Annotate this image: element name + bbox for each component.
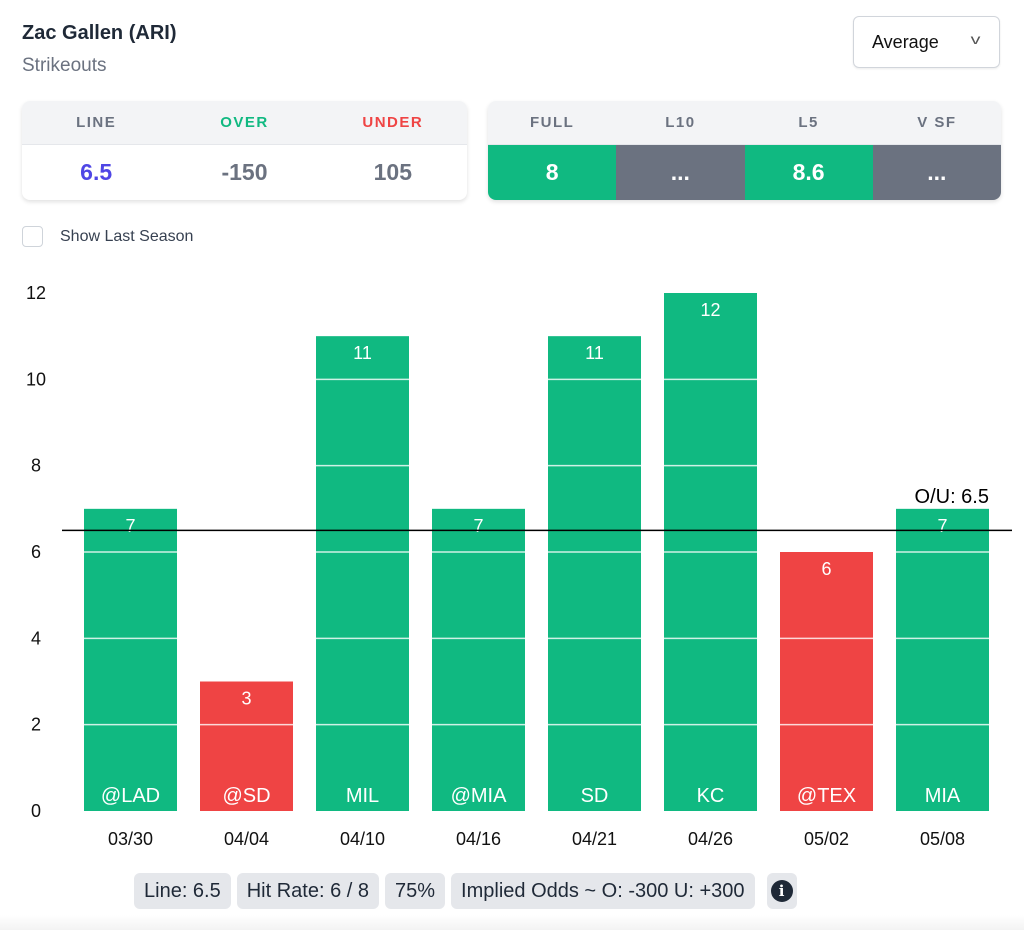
bar-opponent-label: @SD: [222, 785, 270, 807]
ou-line-label: O/U: 6.5: [915, 486, 989, 508]
average-col-full: FULL 8: [488, 101, 617, 200]
x-tick-label: 05/08: [920, 829, 965, 849]
average-header: FULL: [488, 101, 617, 145]
bar-value-label: 11: [585, 343, 604, 363]
x-tick-label: 04/10: [340, 829, 385, 849]
chevron-down-icon: v: [970, 31, 981, 47]
average-value: ...: [872, 145, 1001, 200]
under-value: 105: [373, 159, 412, 185]
average-col-v-sf: V SF...: [872, 101, 1001, 200]
odds-card: LINE 6.5 OVER -150 UNDER 105: [22, 101, 467, 200]
info-button[interactable]: i: [766, 873, 797, 909]
hit-pct-pill: 75%: [385, 873, 446, 909]
average-col-l5: L5 8.6: [744, 101, 873, 200]
bar-05/02[interactable]: [780, 552, 873, 811]
under-header: UNDER: [318, 101, 467, 145]
x-tick-label: 04/21: [572, 829, 617, 849]
bar-value-label: 6: [821, 559, 831, 579]
y-tick-label: 0: [31, 801, 41, 821]
x-tick-label: 04/16: [456, 829, 501, 849]
summary-bar: Line: 6.5 Hit Rate: 6 / 8 75% Implied Od…: [134, 873, 797, 909]
average-header: L10: [616, 101, 745, 145]
bar-04/16[interactable]: [432, 508, 525, 811]
bar-value-label: 7: [937, 516, 947, 536]
strikeouts-bar-chart: 0 2 4 6 8 10 12 7 @LAD 03/30 3 @SD 04/04 11 MIL 04/10 7 @…: [26, 283, 1012, 849]
show-last-season-label[interactable]: Show Last Season: [60, 228, 194, 245]
y-tick-label: 2: [31, 715, 41, 735]
show-last-season-checkbox[interactable]: [22, 226, 43, 247]
bar-opponent-label: @TEX: [797, 785, 856, 807]
bar-value-label: 12: [700, 300, 720, 320]
x-tick-label: 04/04: [224, 829, 269, 849]
x-tick-label: 04/26: [688, 829, 733, 849]
x-tick-label: 05/02: [804, 829, 849, 849]
bar-opponent-label: MIL: [346, 785, 379, 807]
bar-05/08[interactable]: [896, 508, 989, 811]
stat-subtitle: Strikeouts: [22, 55, 107, 76]
y-tick-label: 4: [31, 628, 41, 648]
bar-opponent-label: @MIA: [451, 785, 508, 807]
over-header: OVER: [170, 101, 319, 145]
line-value: 6.5: [80, 159, 113, 185]
dropdown-value: Average: [872, 31, 939, 52]
over-value: -150: [221, 159, 268, 185]
bar-04/10[interactable]: [316, 336, 409, 811]
bar-opponent-label: SD: [581, 785, 609, 807]
bar-value-label: 11: [353, 343, 372, 363]
bar-opponent-label: KC: [697, 785, 725, 807]
y-tick-label: 10: [26, 369, 46, 389]
average-value: ...: [616, 145, 745, 200]
y-tick-label: 12: [26, 283, 46, 303]
average-dropdown[interactable]: Average v: [853, 16, 1000, 68]
bar-value-label: 7: [473, 516, 483, 536]
line-pill: Line: 6.5: [134, 873, 231, 909]
averages-card: FULL 8 L10... L5 8.6 V SF...: [488, 101, 1001, 200]
y-tick-label: 8: [31, 456, 41, 476]
average-header: L5: [744, 101, 873, 145]
bar-opponent-label: @LAD: [101, 785, 160, 807]
player-title: Zac Gallen (ARI): [22, 22, 177, 44]
footer-fade: [0, 915, 1024, 930]
line-header: LINE: [22, 101, 171, 145]
hit-rate-pill: Hit Rate: 6 / 8: [236, 873, 380, 909]
bar-03/30[interactable]: [84, 508, 177, 811]
bar-04/04[interactable]: [200, 681, 293, 812]
average-value: 8.6: [744, 145, 873, 200]
x-tick-label: 03/30: [108, 829, 153, 849]
average-header: V SF: [872, 101, 1001, 145]
bar-value-label: 7: [125, 516, 135, 536]
info-icon: i: [770, 880, 793, 902]
average-col-l10: L10...: [616, 101, 745, 200]
y-tick-label: 6: [31, 542, 41, 562]
bar-opponent-label: MIA: [925, 785, 961, 807]
implied-odds-pill: Implied Odds ~ O: -300 U: +300: [451, 873, 755, 909]
bar-04/21[interactable]: [548, 336, 641, 811]
bar-value-label: 3: [241, 689, 251, 709]
average-value: 8: [488, 145, 617, 200]
